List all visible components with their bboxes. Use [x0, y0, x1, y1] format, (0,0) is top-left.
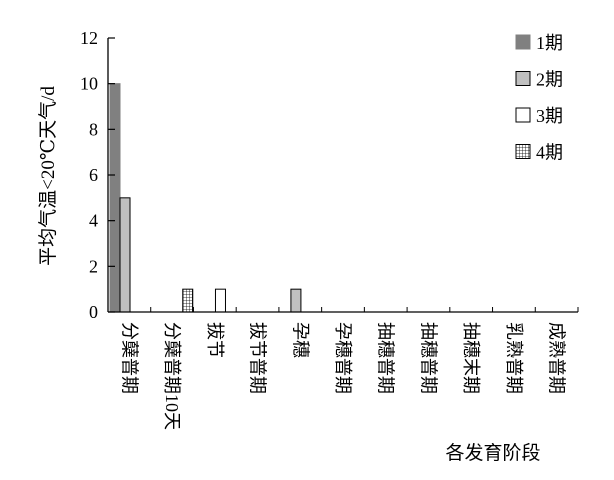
- x-tick-label: 乳熟普期: [504, 322, 524, 394]
- legend-item: 2期: [515, 70, 563, 90]
- bar: [119, 197, 131, 313]
- legend-label: 1期: [536, 33, 563, 53]
- bar: [214, 288, 226, 313]
- y-tick-label: 4: [89, 211, 98, 231]
- x-tick-label: 拔节普期: [248, 322, 268, 394]
- x-tick-label: 抽穗末期: [461, 322, 481, 394]
- y-tick-label: 10: [80, 74, 98, 94]
- x-tick-label: 分蘖普期10天: [162, 322, 182, 430]
- y-tick-label: 0: [89, 302, 98, 322]
- y-tick-label: 8: [89, 119, 98, 139]
- legend-swatch: [515, 107, 531, 123]
- y-tick-label: 2: [89, 256, 98, 276]
- x-tick-label: 分蘖普期: [119, 322, 139, 394]
- bar-group: [109, 83, 302, 313]
- bar: [109, 83, 121, 313]
- bar: [290, 288, 302, 313]
- y-axis-title: 平均气温<20℃天气/d: [37, 86, 59, 266]
- legend-label: 3期: [536, 106, 563, 126]
- legend: 1期 2期 3期 4期: [515, 33, 563, 163]
- y-tick-label: 12: [80, 28, 98, 48]
- legend-swatch: [515, 71, 531, 86]
- axes: 0 2 4 6 8 10 12 分蘖普期 分蘖普期10天 拔节 拔节普期 孕穗 孕穗普期 抽穗普期 抽穗普期…: [80, 28, 579, 430]
- x-tick-label: 孕穗: [290, 322, 310, 358]
- legend-swatch: [515, 144, 531, 159]
- y-tick-label: 6: [89, 165, 98, 185]
- x-tick-label: 成熟普期: [547, 322, 567, 394]
- x-tick-label: 抽穗普期: [418, 322, 438, 394]
- legend-item: 3期: [515, 106, 563, 126]
- x-tick-label: 抽穗普期: [376, 322, 396, 394]
- x-tick-label: 拔节: [205, 322, 225, 358]
- x-tick-label: 孕穗普期: [333, 322, 353, 394]
- legend-label: 2期: [536, 70, 563, 90]
- bar: [182, 288, 194, 313]
- legend-item: 1期: [515, 33, 563, 53]
- legend-swatch: [515, 34, 531, 50]
- legend-item: 4期: [515, 143, 563, 163]
- legend-label: 4期: [536, 143, 563, 163]
- x-axis-title: 各发育阶段: [445, 442, 540, 464]
